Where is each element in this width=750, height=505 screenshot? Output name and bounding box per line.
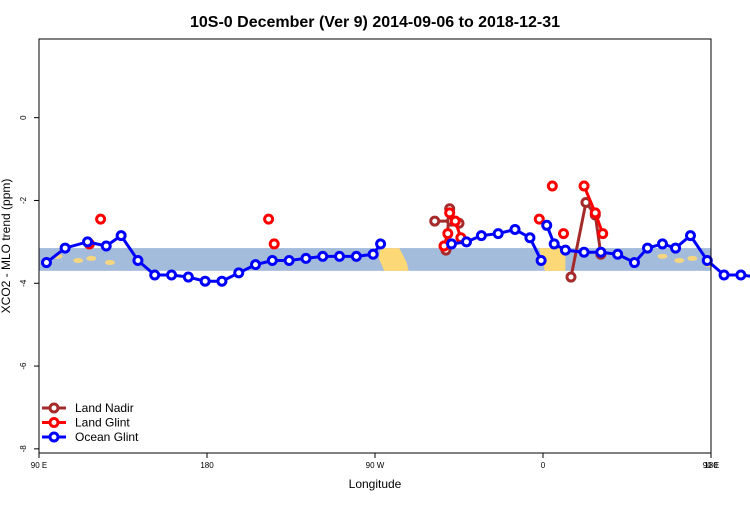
series-point-ocean-glint [492, 228, 504, 240]
series-point-ocean-glint [642, 242, 654, 254]
series-point-ocean-glint [559, 244, 571, 256]
y-tick-label: 0 [19, 115, 28, 120]
series-point-ocean-glint [735, 269, 747, 281]
series-point-ocean-glint [182, 271, 194, 283]
x-tick-label: 90 E [31, 461, 47, 470]
series-point-ocean-glint [149, 269, 161, 281]
y-tick-label: -6 [19, 362, 28, 370]
island-mark [657, 253, 668, 259]
series-point-land-glint [444, 207, 456, 219]
series-point-ocean-glint [216, 275, 228, 287]
legend-label-land-glint: Land Glint [75, 416, 130, 430]
series-point-ocean-glint [535, 254, 547, 266]
plot-frame [38, 38, 712, 454]
land-mass [378, 248, 409, 271]
x-tick-label: 90 E [703, 461, 719, 470]
series-point-ocean-glint [475, 230, 487, 242]
series-point-land-glint [589, 207, 601, 219]
series-layer [40, 180, 750, 287]
y-tick-label: -4 [19, 279, 28, 287]
legend-marker-land-nadir [48, 402, 60, 414]
island-mark [73, 257, 84, 263]
series-point-ocean-glint [40, 257, 52, 269]
series-point-ocean-glint [718, 269, 730, 281]
series-point-ocean-glint [656, 238, 668, 250]
series-point-ocean-glint [460, 236, 472, 248]
series-point-ocean-glint [59, 242, 71, 254]
legend-marker-ocean-glint [48, 431, 60, 443]
series-point-land-glint [558, 228, 570, 240]
series-point-ocean-glint [115, 230, 127, 242]
series-point-ocean-glint [701, 254, 713, 266]
x-tick-label: 180 [200, 461, 214, 470]
x-axis-label: Longitude [349, 477, 402, 491]
series-point-land-glint [533, 213, 545, 225]
series-point-land-nadir [565, 271, 577, 283]
series-point-ocean-glint [334, 250, 346, 262]
series-point-land-glint [597, 228, 609, 240]
series-point-ocean-glint [548, 238, 560, 250]
series-point-land-glint [263, 213, 275, 225]
series-point-ocean-glint [283, 254, 295, 266]
series-point-ocean-glint [375, 238, 387, 250]
series-point-land-nadir [429, 215, 441, 227]
legend-marker-land-glint [48, 417, 60, 428]
series-point-land-glint [546, 180, 558, 192]
x-tick-label: 90 W [366, 461, 385, 470]
island-mark [104, 260, 115, 266]
series-point-ocean-glint [595, 246, 607, 258]
y-axis: 0 -2 -4 -6 -8 [19, 115, 39, 453]
series-point-ocean-glint [266, 254, 278, 266]
series-point-ocean-glint [509, 223, 521, 235]
series-point-ocean-glint [541, 219, 553, 231]
series-point-ocean-glint [367, 248, 379, 260]
series-point-land-glint [578, 180, 590, 192]
island-mark [86, 255, 97, 261]
series-point-ocean-glint [250, 259, 262, 271]
series-point-land-glint [95, 213, 107, 225]
legend-label-ocean-glint: Ocean Glint [75, 430, 139, 444]
series-point-ocean-glint [82, 236, 94, 248]
series-point-ocean-glint [524, 232, 536, 244]
series-point-ocean-glint [100, 240, 112, 252]
series-point-ocean-glint [166, 269, 178, 281]
series-point-land-glint [442, 228, 454, 240]
y-tick-label: -2 [19, 196, 28, 204]
series-point-ocean-glint [300, 252, 312, 264]
chart-title: 10S-0 December (Ver 9) 2014-09-06 to 201… [190, 14, 560, 31]
series-point-ocean-glint [233, 267, 245, 279]
land-mass [539, 248, 566, 271]
y-tick-label: -8 [19, 445, 28, 453]
series-point-land-glint [268, 238, 280, 250]
series-point-land-glint [449, 215, 461, 227]
island-mark [674, 257, 685, 263]
series-point-ocean-glint [199, 275, 211, 287]
legend-label-land-nadir: Land Nadir [75, 401, 134, 415]
series-point-ocean-glint [317, 250, 329, 262]
series-point-ocean-glint [578, 246, 590, 258]
island-mark [687, 255, 698, 261]
series-point-ocean-glint [446, 238, 458, 250]
x-tick-label: 180 [704, 461, 718, 470]
series-point-ocean-glint [670, 242, 682, 254]
series-point-ocean-glint [612, 248, 624, 260]
series-point-ocean-glint [132, 254, 144, 266]
series-point-ocean-glint [684, 230, 696, 242]
series-point-ocean-glint [350, 250, 362, 262]
y-axis-label: XCO2 - MLO trend (ppm) [0, 179, 13, 314]
series-point-ocean-glint [628, 257, 640, 269]
x-tick-label: 0 [541, 461, 546, 470]
